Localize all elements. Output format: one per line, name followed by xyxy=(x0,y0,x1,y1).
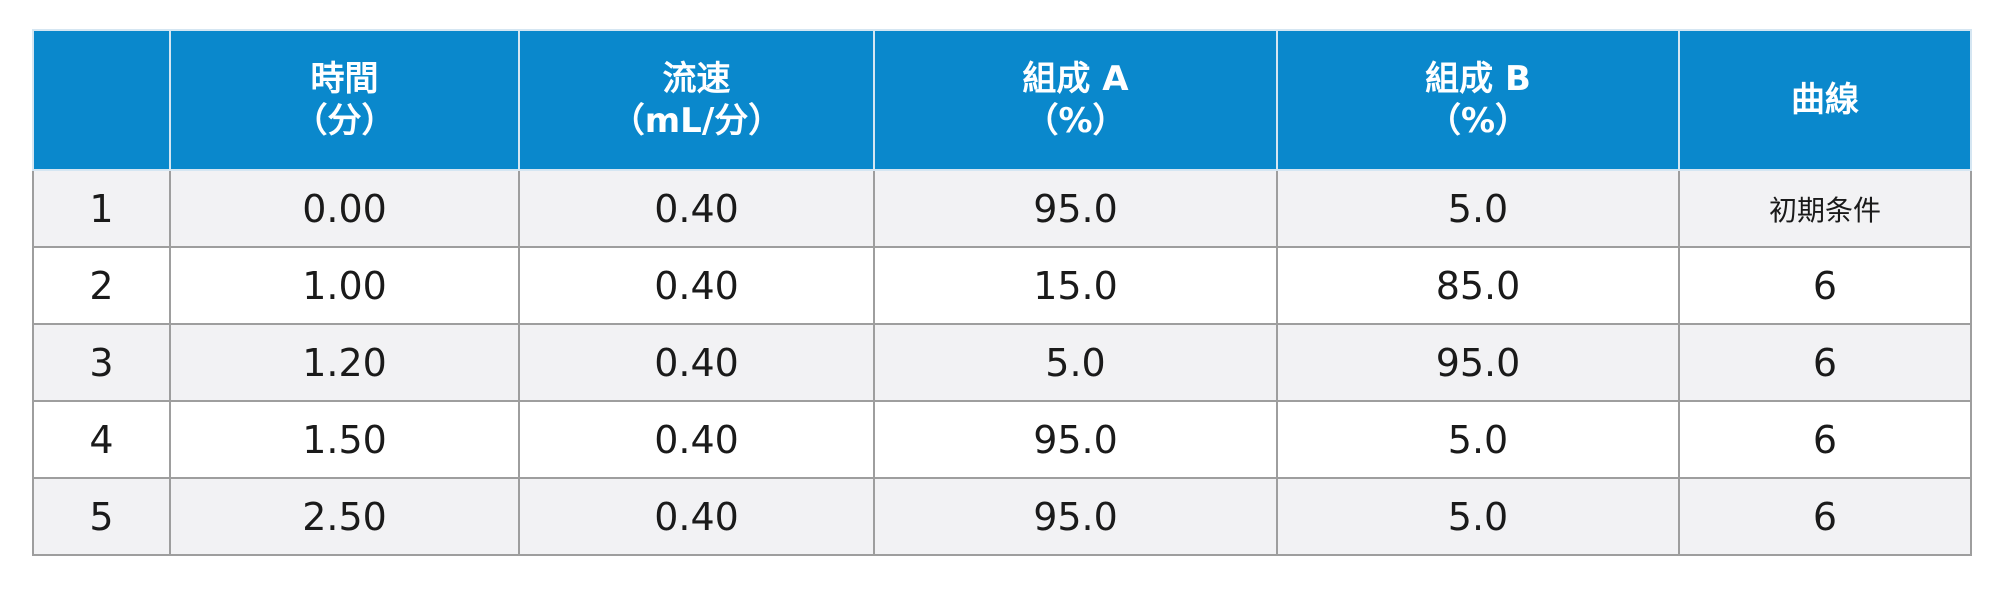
curve-cell: 6 xyxy=(1678,246,1972,325)
header-index xyxy=(32,29,171,171)
flow-cell: 0.40 xyxy=(518,400,875,479)
header-composition-a: 組成 A （%） xyxy=(873,29,1278,171)
time-cell: 0.00 xyxy=(169,169,520,248)
header-composition-a-unit: （%） xyxy=(1024,101,1127,141)
time-cell: 1.20 xyxy=(169,323,520,402)
time-cell: 2.50 xyxy=(169,477,520,556)
composition-a-cell: 15.0 xyxy=(873,246,1278,325)
header-row: 時間 （分） 流速 （mL/分） 組成 A （%） 組成 B （%） 曲線 xyxy=(32,29,1972,171)
flow-cell: 0.40 xyxy=(518,246,875,325)
row-index: 5 xyxy=(32,477,171,556)
flow-cell: 0.40 xyxy=(518,169,875,248)
composition-b-cell: 95.0 xyxy=(1276,323,1680,402)
header-curve-label: 曲線 xyxy=(1791,80,1859,120)
header-time-label: 時間 xyxy=(310,59,379,99)
composition-a-cell: 5.0 xyxy=(873,323,1278,402)
flow-cell: 0.40 xyxy=(518,323,875,402)
row-index: 1 xyxy=(32,169,171,248)
table-row: 1 0.00 0.40 95.0 5.0 初期条件 xyxy=(32,169,1972,248)
table-row: 2 1.00 0.40 15.0 85.0 6 xyxy=(32,246,1972,325)
row-index: 3 xyxy=(32,323,171,402)
table-row: 4 1.50 0.40 95.0 5.0 6 xyxy=(32,400,1972,479)
gradient-table: 時間 （分） 流速 （mL/分） 組成 A （%） 組成 B （%） 曲線 xyxy=(32,29,1972,556)
table-row: 5 2.50 0.40 95.0 5.0 6 xyxy=(32,477,1972,556)
header-composition-b-unit: （%） xyxy=(1426,101,1530,141)
table-row: 3 1.20 0.40 5.0 95.0 6 xyxy=(32,323,1972,402)
composition-b-cell: 5.0 xyxy=(1276,477,1680,556)
row-index: 2 xyxy=(32,246,171,325)
curve-cell: 6 xyxy=(1678,323,1972,402)
composition-b-cell: 5.0 xyxy=(1276,400,1680,479)
composition-a-cell: 95.0 xyxy=(873,477,1278,556)
header-composition-b: 組成 B （%） xyxy=(1276,29,1680,171)
header-flow-unit: （mL/分） xyxy=(610,101,783,141)
flow-cell: 0.40 xyxy=(518,477,875,556)
time-cell: 1.50 xyxy=(169,400,520,479)
curve-cell: 初期条件 xyxy=(1678,169,1972,248)
composition-b-cell: 85.0 xyxy=(1276,246,1680,325)
header-composition-a-label: 組成 A xyxy=(1022,59,1129,99)
header-time-unit: （分） xyxy=(293,101,396,141)
composition-a-cell: 95.0 xyxy=(873,169,1278,248)
time-cell: 1.00 xyxy=(169,246,520,325)
curve-cell: 6 xyxy=(1678,400,1972,479)
header-time: 時間 （分） xyxy=(169,29,520,171)
curve-cell: 6 xyxy=(1678,477,1972,556)
header-curve: 曲線 xyxy=(1678,29,1972,171)
composition-a-cell: 95.0 xyxy=(873,400,1278,479)
composition-b-cell: 5.0 xyxy=(1276,169,1680,248)
header-flow: 流速 （mL/分） xyxy=(518,29,875,171)
gradient-table-container: 時間 （分） 流速 （mL/分） 組成 A （%） 組成 B （%） 曲線 xyxy=(32,29,1972,556)
row-index: 4 xyxy=(32,400,171,479)
header-composition-b-label: 組成 B xyxy=(1425,59,1531,99)
header-flow-label: 流速 xyxy=(662,59,731,99)
